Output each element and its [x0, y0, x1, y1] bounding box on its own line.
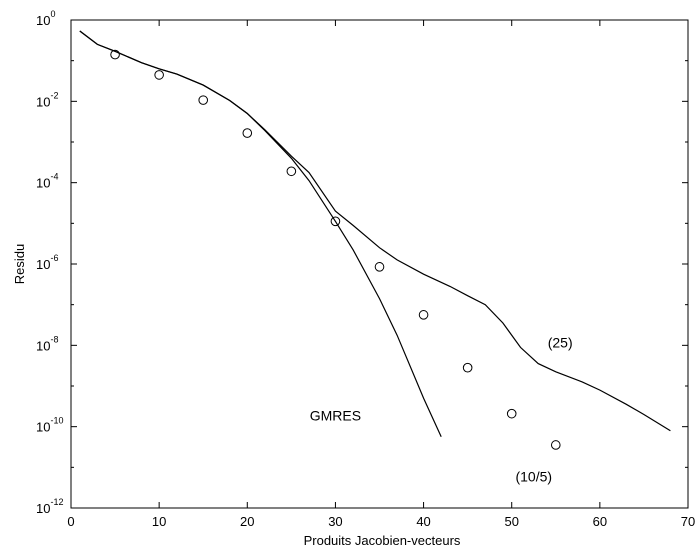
x-tick-label: 40 — [416, 514, 430, 529]
x-tick-label: 20 — [240, 514, 254, 529]
x-tick-label: 30 — [328, 514, 342, 529]
y-tick-label: 10-4 — [36, 172, 58, 191]
annotation-label: (10/5) — [515, 469, 552, 485]
marker-10-5 — [154, 70, 164, 80]
x-tick-labels: 0 10 20 30 40 50 60 70 — [67, 514, 695, 529]
marker-10-5 — [506, 408, 517, 419]
series-line-gmres — [79, 30, 442, 438]
y-tick-labels: 100 10-2 10-4 10-6 10-8 10-10 10-12 — [36, 9, 63, 516]
plot-frame — [70, 19, 689, 509]
marker-10-5 — [418, 310, 429, 320]
y-tick-label: 10-12 — [36, 497, 63, 516]
y-tick-label: 100 — [36, 9, 55, 28]
x-axis-label: Produits Jacobien-vecteurs — [304, 533, 461, 548]
y-tick-label: 10-6 — [36, 253, 58, 272]
series-group — [79, 30, 671, 450]
marker-10-5 — [198, 95, 209, 105]
series-line-25 — [79, 30, 671, 432]
axis-ticks — [70, 19, 689, 509]
y-tick-label: 10-8 — [36, 334, 58, 353]
x-tick-label: 0 — [67, 514, 74, 529]
y-axis-label: Residu — [12, 244, 27, 284]
marker-10-5 — [550, 440, 561, 450]
x-tick-label: 10 — [152, 514, 166, 529]
annotation-label: GMRES — [310, 408, 361, 424]
annotation-label: (25) — [548, 334, 573, 350]
marker-10-5 — [374, 262, 385, 272]
marker-10-5 — [110, 49, 120, 60]
x-tick-label: 70 — [681, 514, 695, 529]
marker-10-5 — [462, 362, 473, 373]
y-tick-label: 10-2 — [36, 90, 58, 109]
x-tick-label: 60 — [593, 514, 607, 529]
marker-10-5 — [286, 166, 297, 177]
marker-10-5 — [330, 216, 341, 227]
y-tick-label: 10-10 — [36, 416, 63, 435]
marker-10-5 — [242, 128, 253, 138]
annotations: GMRES (25) (10/5) — [310, 334, 573, 484]
x-tick-label: 50 — [504, 514, 518, 529]
